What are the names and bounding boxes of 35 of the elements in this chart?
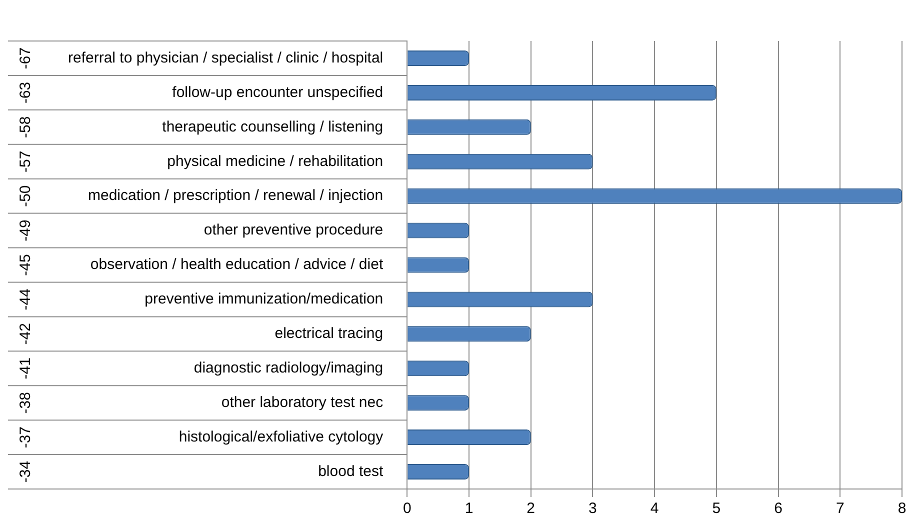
y2-tick-label: -34 <box>17 460 34 483</box>
y2-tick-label: -63 <box>17 82 34 104</box>
x-tick-label: 0 <box>402 500 412 518</box>
y-tick-label: diagnostic radiology/imaging <box>194 360 384 377</box>
x-tick-label: 1 <box>464 500 474 518</box>
y-tick-label: other preventive procedure <box>204 222 384 239</box>
x-tick-label: 8 <box>898 500 906 518</box>
y-tick-label: therapeutic counselling / listening <box>162 118 384 136</box>
x-tick-label: 7 <box>836 500 844 518</box>
y-tick-label: follow-up encounter unspecified <box>172 84 384 101</box>
y-tick-label: referral to physician / specialist / clinic / hospital <box>68 49 384 66</box>
y-tick-label: other laboratory test nec <box>221 394 384 411</box>
y-tick-label: electrical tracing <box>274 325 384 342</box>
y2-tick-label: -58 <box>17 116 34 138</box>
y2-tick-label: -42 <box>17 323 34 345</box>
y2-tick-label: -44 <box>17 288 34 310</box>
y2-tick-label: -49 <box>17 220 34 242</box>
y2-tick-label: -41 <box>17 358 34 380</box>
x-tick-label: 6 <box>774 500 782 518</box>
y-tick-label: histological/exfoliative cytology <box>178 428 384 446</box>
x-tick-label: 5 <box>712 500 721 518</box>
y2-tick-label: -45 <box>17 254 34 276</box>
y-tick-label: blood test <box>318 462 384 480</box>
y-tick-label: physical medicine / rehabilitation <box>167 152 384 170</box>
x-tick-label: 2 <box>526 500 536 518</box>
y2-tick-label: -38 <box>17 392 34 414</box>
y2-tick-label: -50 <box>17 185 34 207</box>
y-tick-label: medication / prescription / renewal / injection <box>88 187 384 204</box>
y2-tick-label: -37 <box>17 426 34 448</box>
y-tick-label: preventive immunization/medication <box>144 290 384 308</box>
x-tick-label: 4 <box>650 500 659 518</box>
y-tick-label: observation / health education / advice / diet <box>90 256 384 274</box>
y2-tick-label: -67 <box>17 47 34 70</box>
y2-tick-label: -57 <box>17 150 34 172</box>
x-tick-label: 3 <box>588 500 597 518</box>
